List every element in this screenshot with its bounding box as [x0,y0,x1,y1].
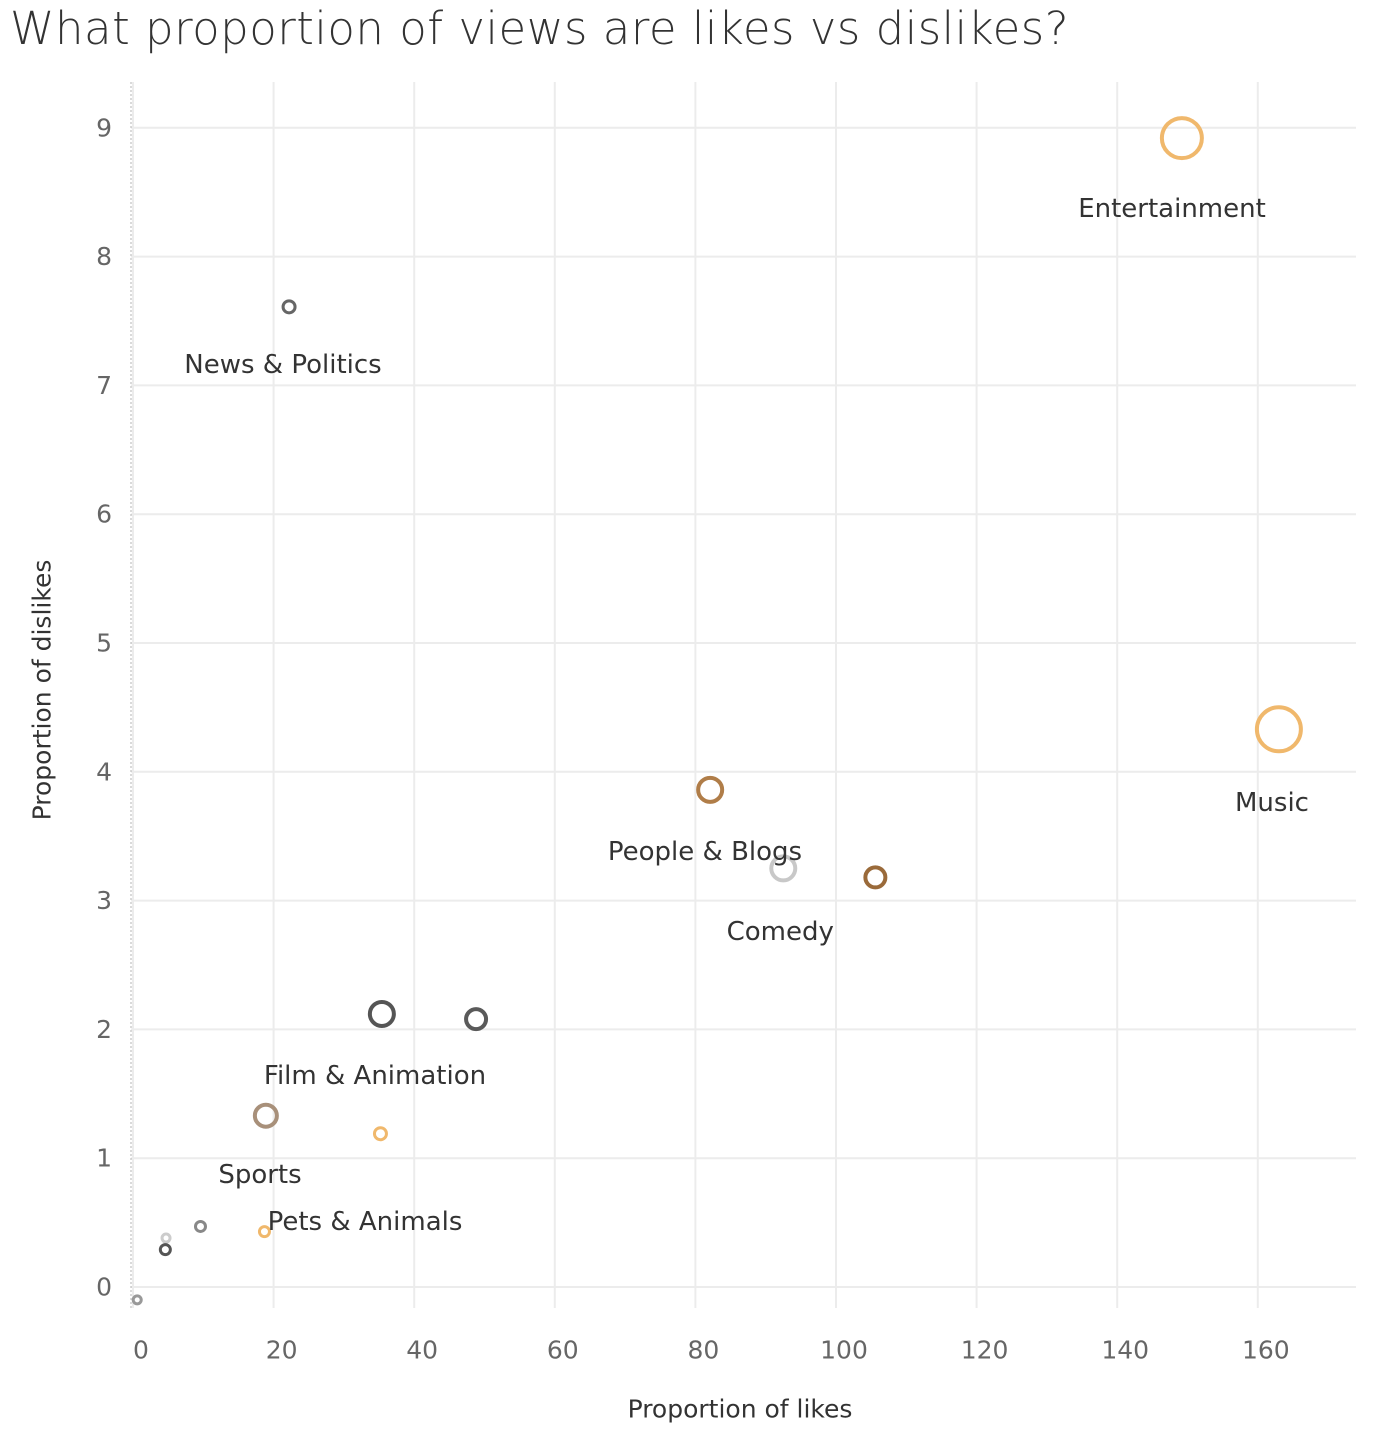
data-point [257,1225,271,1239]
point-label: Sports [218,1160,301,1190]
y-tick-label: 2 [96,1015,112,1044]
x-tick-label: 120 [961,1336,1009,1365]
y-tick-label: 8 [96,242,112,271]
data-point [372,1126,388,1142]
x-tick-label: 140 [1101,1336,1149,1365]
data-point [464,1007,489,1032]
x-tick-label: 160 [1242,1336,1290,1365]
x-tick-label: 100 [820,1336,868,1365]
data-point [158,1243,172,1257]
data-point [281,299,297,315]
data-point [696,775,725,804]
data-point [193,1219,207,1233]
y-tick-label: 9 [96,113,112,142]
x-tick-label: 40 [406,1336,438,1365]
y-tick-label: 4 [96,757,112,786]
grid [131,82,1356,1308]
y-tick-label: 7 [96,371,112,400]
y-tick-label: 0 [96,1273,112,1302]
point-label: Pets & Animals [268,1207,463,1237]
x-axis-title: Proportion of likes [628,1395,853,1424]
x-axis-ticks: 0 20 40 60 80 100 120 140 160 [133,1336,1290,1365]
data-point [252,1102,279,1129]
data-points [131,116,1303,1306]
data-point [863,865,888,890]
data-point [1159,116,1204,161]
point-label: Film & Animation [264,1061,486,1091]
y-tick-label: 3 [96,886,112,915]
x-tick-label: 20 [266,1336,298,1365]
chart-title: What proportion of views are likes vs di… [10,2,1070,55]
point-label: People & Blogs [608,837,802,867]
y-axis-title: Proportion of dislikes [28,560,57,821]
data-point [367,999,396,1028]
x-tick-label: 60 [547,1336,579,1365]
point-label: Comedy [727,917,834,947]
y-tick-label: 6 [96,500,112,529]
y-tick-label: 5 [96,629,112,658]
y-tick-label: 1 [96,1144,112,1173]
y-axis-ticks: 0 1 2 3 4 5 6 7 8 9 [96,113,112,1301]
data-point [1254,705,1303,754]
data-point [160,1232,172,1244]
data-point [131,1294,143,1306]
point-label: Music [1235,788,1309,818]
point-label: News & Politics [184,350,381,380]
point-label: Entertainment [1078,194,1266,224]
point-labels: Entertainment Music News & Politics People … [184,194,1309,1237]
x-tick-label: 80 [687,1336,719,1365]
data-point [769,854,798,883]
x-tick-label: 0 [133,1336,149,1365]
